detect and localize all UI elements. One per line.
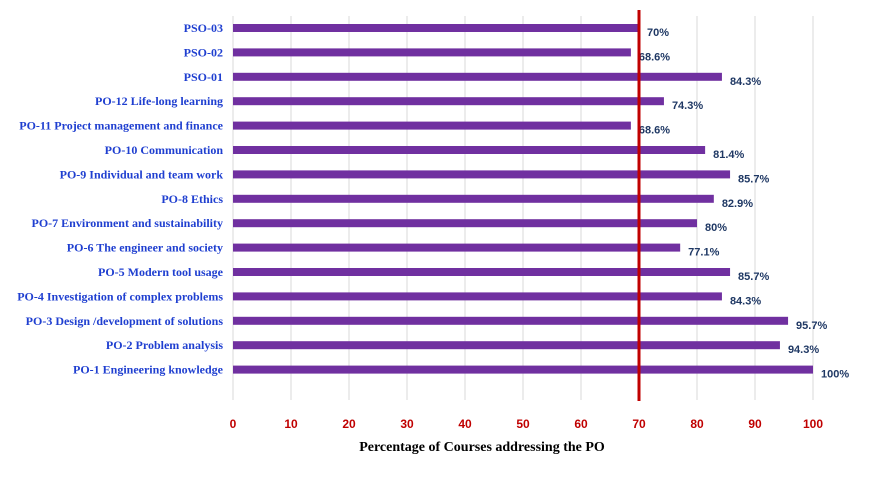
category-label: PO-4 Investigation of complex problems	[17, 289, 223, 303]
x-axis-title: Percentage of Courses addressing the PO	[359, 440, 605, 455]
x-tick-label: 0	[230, 417, 237, 431]
category-label: PSO-03	[184, 21, 223, 35]
value-label: 82.9%	[722, 198, 753, 210]
bar	[233, 365, 813, 374]
category-label: PO-11 Project management and finance	[19, 119, 223, 133]
value-label: 100%	[821, 369, 849, 381]
value-label: 85.7%	[738, 271, 769, 283]
category-label: PO-9 Individual and team work	[60, 167, 224, 181]
bar	[233, 316, 789, 325]
category-label: PO-12 Life-long learning	[95, 94, 223, 108]
value-label: 94.3%	[788, 344, 819, 356]
bar	[233, 72, 722, 81]
x-tick-label: 90	[748, 417, 762, 431]
value-label: 85.7%	[738, 173, 769, 185]
category-label: PSO-01	[184, 70, 223, 84]
x-tick-label: 100	[803, 417, 823, 431]
category-labels: PSO-03 PSO-02 PSO-01 PO-12 Life-long learni…	[17, 21, 223, 377]
bars	[233, 24, 813, 374]
bar	[233, 24, 639, 32]
x-tick-label: 70	[632, 417, 646, 431]
bar	[233, 146, 706, 154]
bar	[233, 121, 631, 130]
value-label: 70%	[647, 27, 669, 39]
category-label: PO-7 Environment and sustainability	[32, 216, 223, 230]
value-label: 68.6%	[639, 51, 670, 63]
value-label: 77.1%	[688, 247, 719, 259]
bar	[233, 170, 731, 179]
category-label: PO-5 Modern tool usage	[98, 265, 224, 279]
x-tick-label: 30	[400, 417, 414, 431]
x-tick-label: 20	[342, 417, 356, 431]
value-label: 81.4%	[713, 149, 744, 161]
value-labels: 70% 68.6% 84.3% 74.3% 68.6% 81.4% 85.7% 82.9% 80…	[639, 27, 849, 381]
value-label: 74.3%	[672, 100, 703, 112]
category-label: PO-6 The engineer and society	[67, 241, 223, 255]
category-label: PO-3 Design /development of solutions	[26, 314, 224, 328]
value-label: 84.3%	[730, 295, 761, 307]
bar	[233, 219, 697, 228]
category-label: PO-8 Ethics	[161, 192, 223, 206]
value-label: 68.6%	[639, 125, 670, 137]
bar	[233, 48, 631, 57]
category-label: PO-1 Engineering knowledge	[73, 363, 224, 377]
category-label: PO-10 Communication	[105, 143, 224, 157]
bar	[233, 194, 714, 203]
bar	[233, 268, 731, 276]
value-label: 80%	[705, 222, 727, 234]
x-tick-labels: 0 10 20 30 40 50 60 70 80 90 100	[230, 417, 824, 431]
value-label: 84.3%	[730, 76, 761, 88]
x-tick-label: 50	[516, 417, 530, 431]
bar	[233, 341, 780, 350]
value-label: 95.7%	[796, 320, 827, 332]
x-tick-label: 40	[458, 417, 472, 431]
bar	[233, 243, 681, 252]
category-label: PO-2 Problem analysis	[106, 338, 223, 352]
x-tick-label: 80	[690, 417, 704, 431]
bar	[233, 292, 722, 301]
x-tick-label: 60	[574, 417, 588, 431]
category-label: PSO-02	[184, 45, 223, 59]
bar	[233, 97, 664, 106]
x-tick-label: 10	[284, 417, 298, 431]
